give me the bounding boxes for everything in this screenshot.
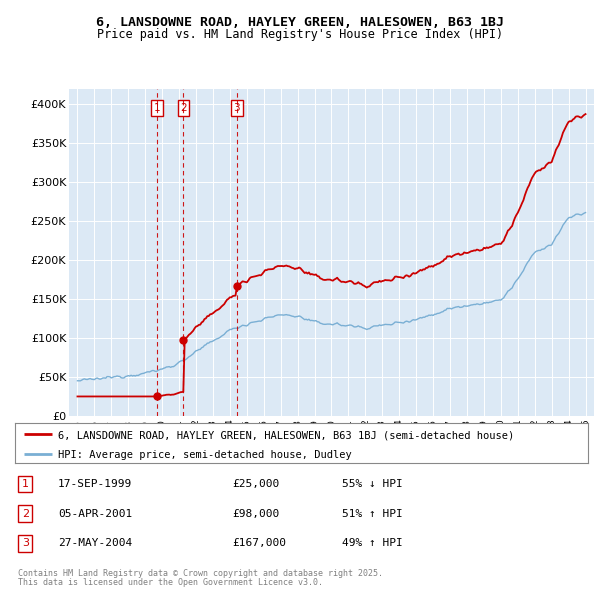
Text: 3: 3 [22,539,29,548]
Text: 51% ↑ HPI: 51% ↑ HPI [341,509,403,519]
Text: £25,000: £25,000 [233,479,280,489]
Text: £167,000: £167,000 [233,539,287,548]
Text: 55% ↓ HPI: 55% ↓ HPI [341,479,403,489]
Text: This data is licensed under the Open Government Licence v3.0.: This data is licensed under the Open Gov… [18,578,323,587]
Text: Contains HM Land Registry data © Crown copyright and database right 2025.: Contains HM Land Registry data © Crown c… [18,569,383,578]
Text: 49% ↑ HPI: 49% ↑ HPI [341,539,403,548]
Text: HPI: Average price, semi-detached house, Dudley: HPI: Average price, semi-detached house,… [58,450,352,460]
Text: 1: 1 [154,103,161,113]
Text: £98,000: £98,000 [233,509,280,519]
Text: 6, LANSDOWNE ROAD, HAYLEY GREEN, HALESOWEN, B63 1BJ (semi-detached house): 6, LANSDOWNE ROAD, HAYLEY GREEN, HALESOW… [58,430,514,440]
Text: Price paid vs. HM Land Registry's House Price Index (HPI): Price paid vs. HM Land Registry's House … [97,28,503,41]
Text: 2: 2 [180,103,187,113]
Text: 17-SEP-1999: 17-SEP-1999 [58,479,132,489]
Text: 3: 3 [233,103,240,113]
Text: 05-APR-2001: 05-APR-2001 [58,509,132,519]
Text: 6, LANSDOWNE ROAD, HAYLEY GREEN, HALESOWEN, B63 1BJ: 6, LANSDOWNE ROAD, HAYLEY GREEN, HALESOW… [96,16,504,29]
Text: 2: 2 [22,509,29,519]
Text: 27-MAY-2004: 27-MAY-2004 [58,539,132,548]
Text: 1: 1 [22,479,29,489]
